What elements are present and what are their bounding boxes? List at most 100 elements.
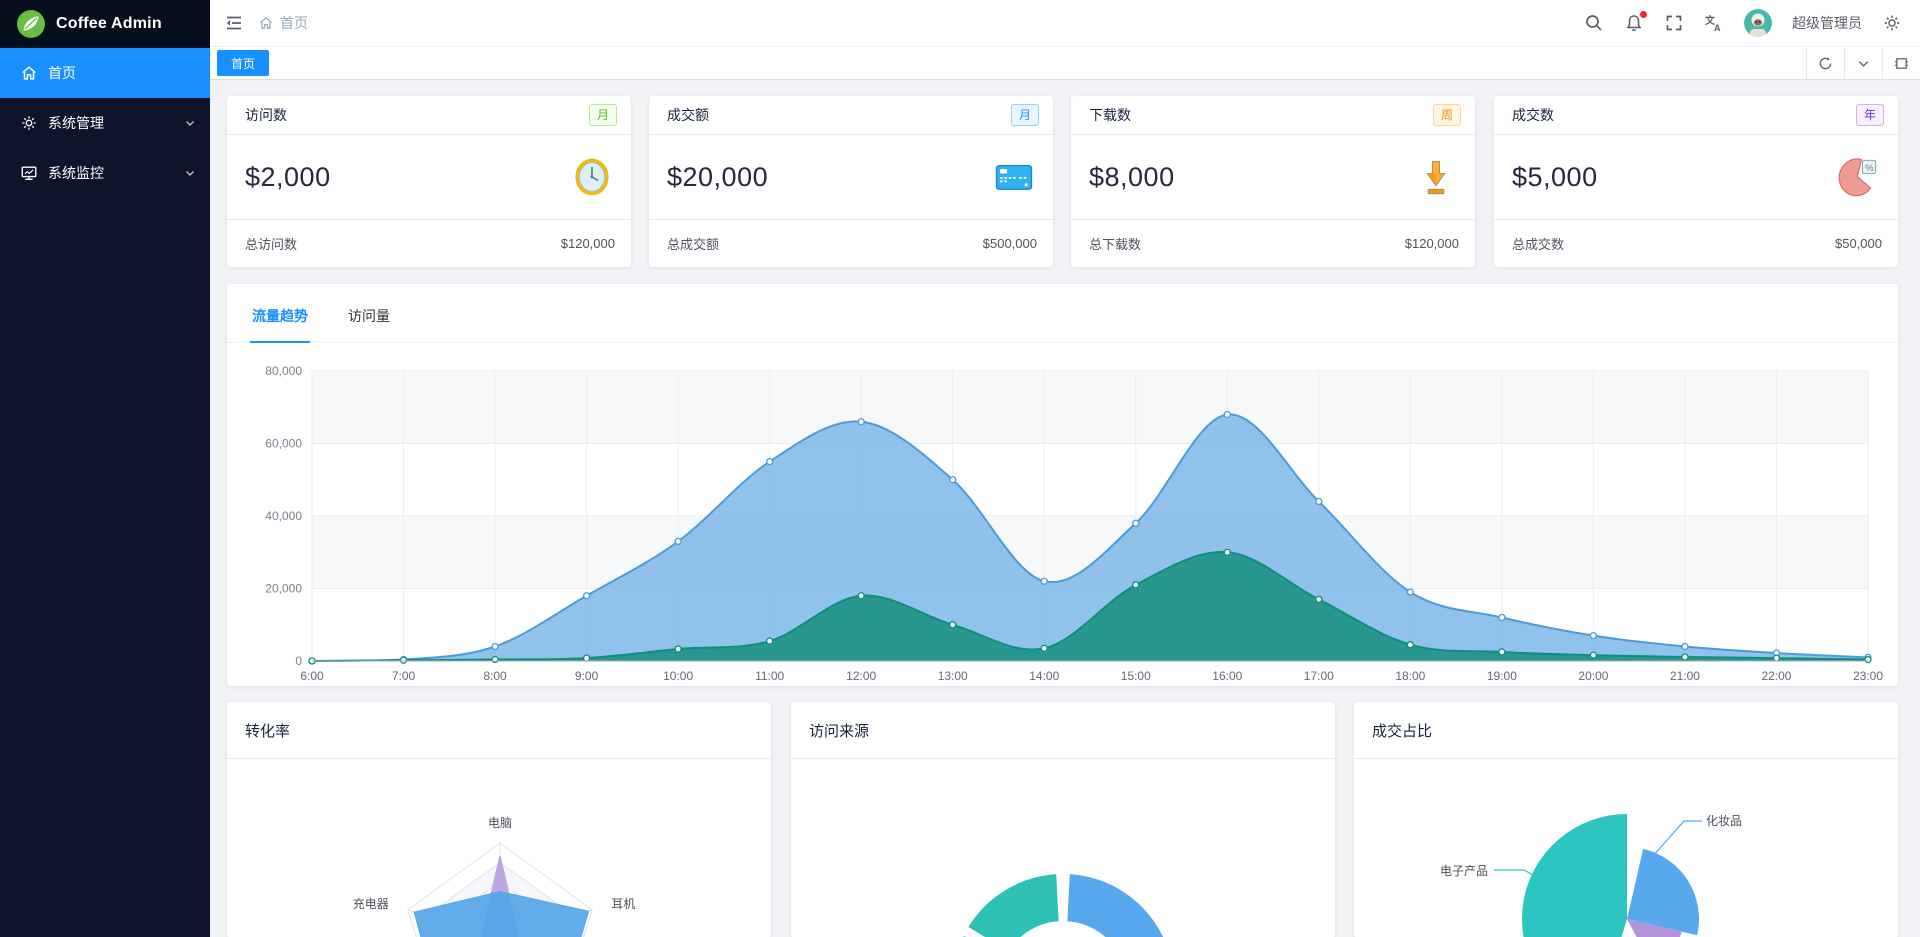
svg-text:19:00: 19:00 [1487,669,1517,683]
sidebar-item-label: 首页 [48,65,76,81]
svg-text:电子产品: 电子产品 [1440,864,1488,878]
stat-value: $8,000 [1089,161,1175,192]
sidebar-item-label: 系统监控 [48,165,104,181]
svg-text:23:00: 23:00 [1853,669,1883,683]
svg-text:10:00: 10:00 [663,669,693,683]
stat-card-turnover: 成交额 月 $20,000 总成交额 $500,000 [649,96,1053,267]
trend-tabs: 流量趋势 访问量 [227,284,1898,343]
svg-text:电脑: 电脑 [488,816,512,830]
app-logo[interactable]: Coffee Admin [0,0,210,47]
chevron-down-icon [186,171,194,176]
period-badge[interactable]: 周 [1432,104,1461,126]
stat-footer-value: $50,000 [1835,235,1882,251]
svg-text:充电器: 充电器 [353,896,389,911]
sidebar: Coffee Admin 首页 系统管理 [0,0,210,937]
svg-text:20:00: 20:00 [1578,669,1608,683]
svg-text:13:00: 13:00 [938,669,968,683]
sidebar-fold-icon[interactable] [224,13,244,33]
sidebar-item-system-management[interactable]: 系统管理 [0,98,210,148]
stat-card-title: 下载数 [1089,107,1131,123]
visit-source-donut-chart[interactable] [791,759,1335,937]
stat-card-downloads: 下载数 周 $8,000 总下载数 $120,000 [1071,96,1475,267]
maximize-icon[interactable] [1882,47,1920,79]
svg-text:15:00: 15:00 [1121,669,1151,683]
clock-icon [575,158,609,196]
svg-text:A: A [1714,23,1721,33]
stat-footer-label: 总成交数 [1512,236,1565,252]
breadcrumb[interactable]: 首页 [258,13,308,33]
refresh-icon[interactable] [1806,47,1844,79]
tags-view-bar: 首页 [210,47,1920,80]
username[interactable]: 超级管理员 [1792,15,1862,31]
chevron-down-icon[interactable] [1844,47,1882,79]
svg-text:文: 文 [1705,14,1716,27]
svg-text:化妆品: 化妆品 [1706,814,1742,828]
tab-traffic-trend[interactable]: 流量趋势 [250,306,310,343]
svg-text:21:00: 21:00 [1670,669,1700,683]
avatar[interactable] [1744,9,1772,37]
svg-text:22:00: 22:00 [1761,669,1791,683]
sidebar-item-system-monitor[interactable]: 系统监控 [0,148,210,198]
stat-footer-label: 总访问数 [245,236,298,252]
stat-footer-value: $500,000 [982,235,1037,251]
svg-text:20,000: 20,000 [265,582,302,596]
breadcrumb-home-icon [259,16,273,29]
bank-card-icon [995,164,1033,190]
sidebar-item-home[interactable]: 首页 [0,48,210,98]
stat-footer-value: $120,000 [560,235,615,251]
svg-text:耳机: 耳机 [611,897,635,911]
stat-footer-label: 总下载数 [1089,236,1142,252]
period-badge[interactable]: 月 [588,104,617,126]
monitor-icon [21,166,37,180]
sidebar-item-label: 系统管理 [48,115,104,131]
search-icon[interactable] [1584,13,1604,33]
stat-value: $2,000 [245,161,331,192]
download-icon [1426,160,1446,195]
deal-share-card: 成交占比 电子产品 化妆品 [1354,702,1898,937]
settings-gear-icon[interactable] [1882,13,1902,33]
stat-card-title: 成交额 [667,107,709,123]
svg-text:11:00: 11:00 [755,669,784,683]
svg-text:7:00: 7:00 [392,669,416,683]
period-badge[interactable]: 月 [1010,104,1039,126]
card-title: 转化率 [245,722,291,740]
tab-home[interactable]: 首页 [217,50,270,76]
svg-text:9:00: 9:00 [575,669,599,683]
deal-share-pie-chart[interactable]: 电子产品 化妆品 [1354,759,1898,937]
gear-icon [22,116,36,130]
stat-footer-label: 总成交额 [667,236,720,252]
stat-card-visits: 访问数 月 $2,000 总访问数 $120,000 [227,96,631,267]
stat-card-title: 访问数 [245,107,287,123]
svg-text:80,000: 80,000 [265,364,302,378]
home-icon [22,66,36,80]
notification-bell-icon[interactable] [1624,11,1647,33]
svg-text:0: 0 [295,654,302,668]
conversion-rate-card: 转化率 电脑耳机 充电器 [227,702,771,937]
svg-text:12:00: 12:00 [846,669,876,683]
svg-text:40,000: 40,000 [265,509,302,523]
card-title: 访问来源 [809,722,870,740]
stat-footer-value: $120,000 [1404,235,1459,251]
notification-dot [1640,11,1647,18]
fullscreen-icon[interactable] [1664,13,1684,33]
stat-card-deals: 成交数 年 $5,000 % 总成交数 $50,000 [1494,96,1898,267]
tab-visit-volume[interactable]: 访问量 [348,308,390,324]
svg-text:6:00: 6:00 [300,669,324,683]
card-title: 成交占比 [1372,722,1433,740]
traffic-trend-chart[interactable]: 0 20,000 40,000 60,000 80,000 6:00 7:00 8:00 9:0… [227,343,1898,685]
stat-value: $20,000 [667,161,769,192]
stat-value: $5,000 [1512,161,1598,192]
pie-icon: % [1838,158,1877,197]
svg-text:18:00: 18:00 [1395,669,1425,683]
svg-text:8:00: 8:00 [483,669,507,683]
breadcrumb-item: 首页 [280,15,308,31]
leaf-logo-icon [17,9,45,38]
svg-text:14:00: 14:00 [1029,669,1059,683]
period-badge[interactable]: 年 [1855,104,1884,126]
chevron-down-icon [186,121,194,126]
sidebar-menu: 首页 系统管理 系统监控 [0,47,210,198]
